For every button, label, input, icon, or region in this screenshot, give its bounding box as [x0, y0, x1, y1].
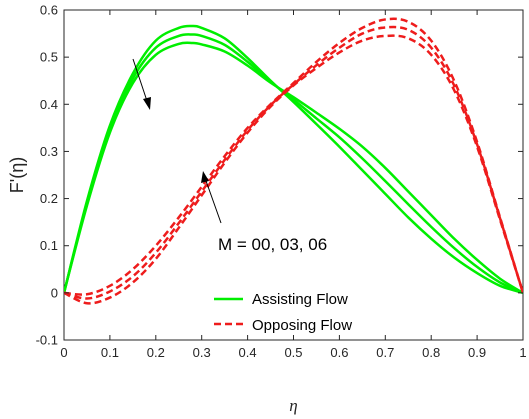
arrow-up-right-head: [201, 171, 209, 183]
x-tick-label: 0.8: [422, 345, 440, 360]
y-tick-label: 0.3: [40, 144, 58, 159]
annotation-arrows: [132, 58, 222, 224]
y-tick-label: 0.6: [40, 3, 58, 18]
x-tick-label: 0.6: [330, 345, 348, 360]
arrow-down-left-head: [143, 97, 151, 110]
series-line-assisting-m06: [64, 41, 523, 294]
y-tick-label: 0.4: [40, 97, 58, 112]
y-tick-label: 0.1: [40, 238, 58, 253]
y-tick-label: 0.2: [40, 191, 58, 206]
legend-assisting-label: Assisting Flow: [252, 291, 348, 308]
legend: Assisting Flow Opposing Flow: [214, 291, 352, 334]
series-line-opposing-m00: [64, 17, 523, 296]
arrow-up-right: [204, 177, 222, 224]
x-tick-label: 1: [519, 345, 526, 360]
x-tick-label: 0.2: [147, 345, 165, 360]
x-tick-label: 0.1: [101, 345, 119, 360]
series-line-opposing-m03: [64, 25, 523, 300]
y-tick-label: 0.5: [40, 50, 58, 65]
x-tick-label: 0.3: [193, 345, 211, 360]
y-axis-label: F'(η): [7, 157, 27, 193]
x-tick-label: 0.4: [239, 345, 257, 360]
arrow-down-left: [132, 58, 149, 105]
y-tick-label: 0: [51, 285, 58, 300]
x-tick-label: 0: [60, 345, 67, 360]
annotation-label: M = 00, 03, 06: [218, 235, 327, 254]
y-tick-label: -0.1: [36, 333, 58, 348]
series-line-opposing-m06: [64, 34, 523, 305]
x-tick-label: 0.9: [468, 345, 486, 360]
ticks-layer: 0 0.1 0.2 0.3 0.4 0.5 0.6 0.7 0.8 0.9 1-0.100.10.2…: [36, 3, 527, 361]
x-tick-label: 0.5: [284, 345, 302, 360]
x-tick-label: 0.7: [376, 345, 394, 360]
legend-opposing-label: Opposing Flow: [252, 317, 352, 334]
x-axis-label: η: [289, 396, 297, 415]
